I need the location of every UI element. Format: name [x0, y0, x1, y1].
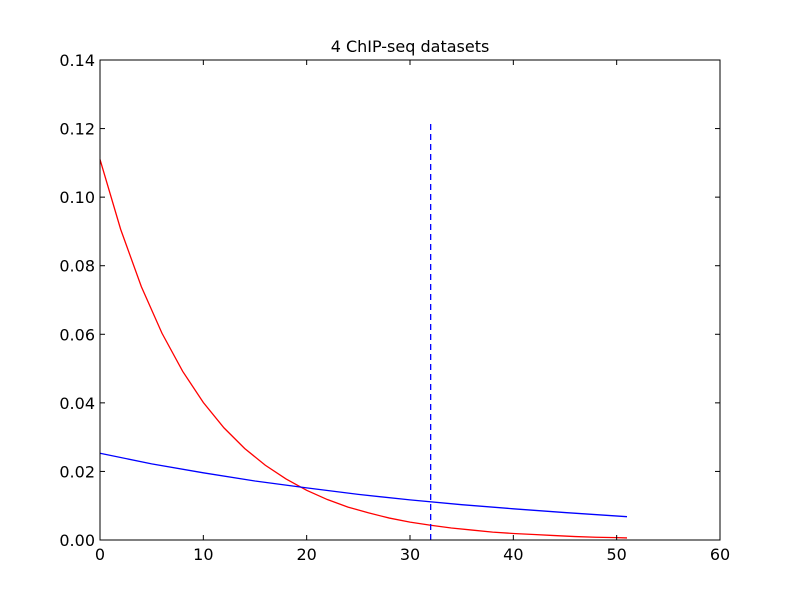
x-tick-label: 60 — [710, 545, 730, 564]
series-line-2 — [99, 452, 628, 518]
y-tick-label: 0.12 — [59, 120, 95, 139]
y-tick-label: 0.08 — [59, 257, 95, 276]
x-tick-label: 0 — [95, 545, 105, 564]
y-tick-label: 0.04 — [59, 394, 95, 413]
y-tick-label: 0.00 — [59, 531, 95, 550]
plot-frame — [99, 59, 721, 541]
series-layer — [99, 121, 628, 540]
x-tick-label: 10 — [193, 545, 213, 564]
x-tick-label: 40 — [503, 545, 523, 564]
tick-layer: 0 10 20 30 40 50 60 0.00 0.02 0.04 0.06 0.08 0.10 0.1… — [59, 51, 730, 564]
x-tick-label: 50 — [606, 545, 626, 564]
series-line-1 — [99, 159, 628, 539]
x-tick-label: 30 — [400, 545, 420, 564]
y-tick-label: 0.02 — [59, 462, 95, 481]
x-tick-label: 20 — [296, 545, 316, 564]
y-tick-label: 0.14 — [59, 51, 95, 70]
y-tick-label: 0.10 — [59, 188, 95, 207]
chart-title: 4 ChIP-seq datasets — [331, 37, 490, 56]
plot-area — [100, 60, 720, 540]
y-tick-label: 0.06 — [59, 325, 95, 344]
